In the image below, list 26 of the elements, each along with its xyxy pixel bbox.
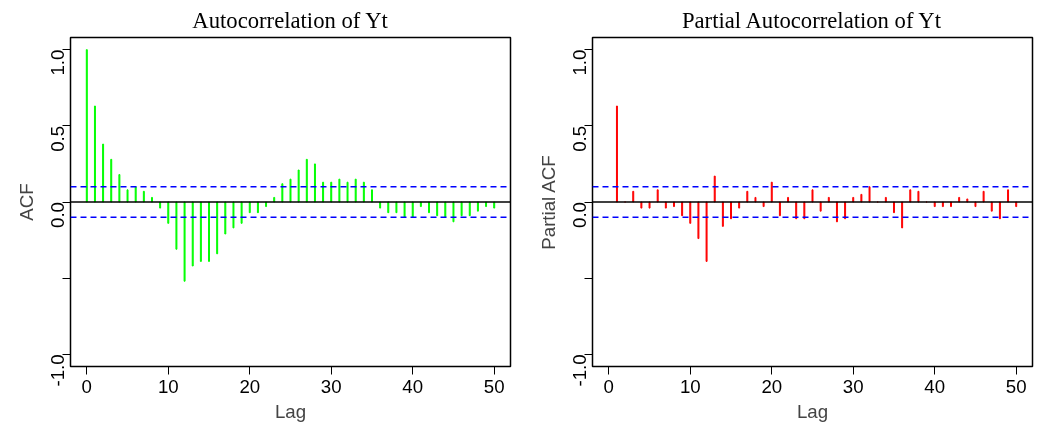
y-tick-label: 0.0 <box>569 202 590 228</box>
y-tick-label: 1.0 <box>569 49 590 76</box>
y-tick-label: 1.0 <box>47 49 68 76</box>
x-tick-label: 50 <box>1005 375 1027 397</box>
y-axis-title: ACF <box>15 183 37 221</box>
x-tick-label: 30 <box>320 375 342 397</box>
y-axis-title: Partial ACF <box>537 155 559 250</box>
y-tick-label: -1.0 <box>47 354 68 387</box>
x-axis-title: Lag <box>796 400 829 422</box>
chart-title: Partial Autocorrelation of Yt <box>681 7 942 33</box>
x-tick-label: 10 <box>679 375 701 397</box>
x-tick-label: 50 <box>483 375 505 397</box>
x-tick-label: 0 <box>603 375 614 397</box>
x-tick-label: 40 <box>402 375 424 397</box>
x-axis-title: Lag <box>274 400 307 422</box>
x-tick-label: 40 <box>924 375 946 397</box>
y-tick-label: -1.0 <box>569 354 590 387</box>
y-tick-label: 0.5 <box>569 125 590 152</box>
x-tick-label: 20 <box>239 375 261 397</box>
x-tick-label: 10 <box>157 375 179 397</box>
y-tick-label: 0.0 <box>47 202 68 228</box>
y-tick-label: 0.5 <box>47 125 68 152</box>
x-tick-label: 30 <box>842 375 864 397</box>
x-tick-label: 20 <box>761 375 783 397</box>
x-tick-label: 0 <box>81 375 92 397</box>
chart-title: Autocorrelation of Yt <box>192 7 389 33</box>
